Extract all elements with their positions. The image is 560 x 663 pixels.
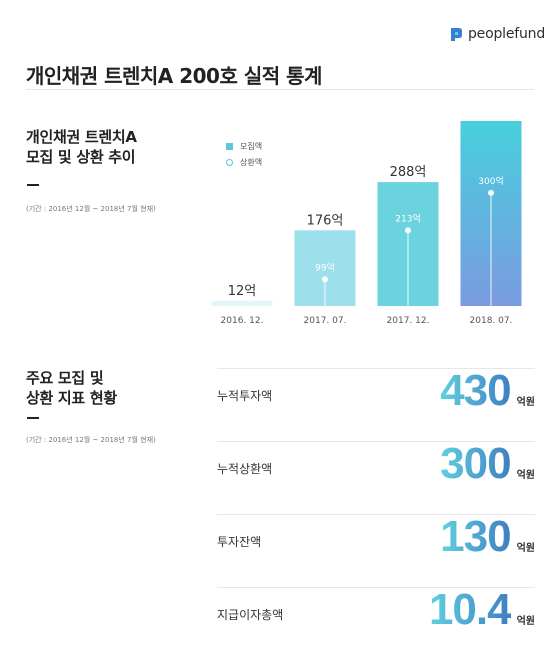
section2-title-line1: 주요 모집 및 bbox=[26, 369, 104, 387]
chart-legend: 모집액 상환액 bbox=[226, 138, 262, 170]
stat-value: 130 bbox=[440, 512, 511, 561]
x-tick-label: 2016. 12. bbox=[221, 316, 264, 326]
legend-label-repay: 상환액 bbox=[240, 157, 263, 167]
stat-row-total-investment: 누적투자액 430 억원 bbox=[217, 364, 535, 424]
bar-chart: 12억 2016. 12. 176억 99억 2017. 07. 288억 213억 2017… bbox=[211, 118, 523, 326]
legend-item-recruit: 모집액 bbox=[226, 138, 262, 154]
stat-value-group: 10.4 억원 bbox=[429, 585, 535, 635]
stat-divider bbox=[217, 514, 535, 515]
stat-label: 누적투자액 bbox=[217, 389, 273, 403]
stat-label: 투자잔액 bbox=[217, 535, 262, 549]
stat-unit: 억원 bbox=[516, 543, 535, 554]
section1-period: (기간 : 2016년 12월 ~ 2018년 7월 현재) bbox=[26, 205, 156, 213]
stat-label: 지급이자총액 bbox=[217, 608, 284, 622]
legend-square-icon bbox=[226, 142, 233, 150]
stat-unit: 억원 bbox=[516, 470, 535, 481]
x-tick-label: 2018. 07. bbox=[470, 316, 513, 326]
stat-value-group: 430 억원 bbox=[440, 366, 535, 416]
stat-row-investment-balance: 투자잔액 130 억원 bbox=[217, 510, 535, 570]
page-title: 개인채권 트렌치A 200호 실적 통계 bbox=[26, 64, 322, 88]
stat-label: 누적상환액 bbox=[217, 462, 273, 476]
stat-row-total-interest: 지급이자총액 10.4 억원 bbox=[217, 583, 535, 643]
section1-title: 개인채권 트렌치A 모집 및 상환 추이 bbox=[26, 127, 137, 167]
stat-value: 430 bbox=[440, 366, 511, 415]
repay-point bbox=[405, 227, 411, 234]
stat-value-group: 130 억원 bbox=[440, 512, 535, 562]
repay-value-label: 300억 bbox=[478, 175, 503, 187]
bar-value-label: 176억 bbox=[307, 213, 344, 228]
stat-value: 10.4 bbox=[428, 585, 512, 634]
repay-point bbox=[488, 189, 494, 196]
stat-value-group: 300 억원 bbox=[440, 439, 535, 489]
section2-dash bbox=[27, 417, 39, 419]
section1-title-line2: 모집 및 상환 추이 bbox=[26, 148, 136, 166]
stat-value: 300 bbox=[440, 439, 511, 488]
x-tick-label: 2017. 12. bbox=[387, 316, 430, 326]
stat-divider bbox=[217, 587, 535, 588]
section1-dash bbox=[27, 184, 39, 186]
peoplefund-logo-icon bbox=[451, 28, 462, 41]
stat-divider bbox=[217, 368, 535, 369]
section2-title-line2: 상환 지표 현황 bbox=[26, 389, 117, 407]
section1-title-line1: 개인채권 트렌치A bbox=[26, 128, 137, 146]
repay-value-label: 99억 bbox=[315, 261, 335, 273]
title-divider bbox=[26, 89, 534, 90]
section2-period: (기간 : 2016년 12월 ~ 2018년 7월 현재) bbox=[26, 436, 156, 444]
brand-logo[interactable]: peoplefund bbox=[448, 26, 545, 42]
bar-value-label: 12억 bbox=[228, 284, 257, 299]
brand-name: peoplefund bbox=[468, 26, 546, 42]
section2-title: 주요 모집 및 상환 지표 현황 bbox=[26, 368, 117, 408]
bar-value-label: 288억 bbox=[390, 165, 427, 180]
x-tick-label: 2017. 07. bbox=[304, 316, 347, 326]
repay-value-label: 213억 bbox=[395, 212, 420, 224]
bar bbox=[211, 300, 273, 306]
legend-item-repay: 상환액 bbox=[226, 154, 262, 170]
legend-label-recruit: 모집액 bbox=[240, 141, 263, 151]
legend-circle-icon bbox=[226, 158, 233, 166]
repay-point bbox=[322, 276, 328, 283]
stat-unit: 억원 bbox=[516, 616, 535, 627]
stat-divider bbox=[217, 441, 535, 442]
stat-row-total-repayment: 누적상환액 300 억원 bbox=[217, 437, 535, 497]
stat-unit: 억원 bbox=[516, 397, 535, 408]
